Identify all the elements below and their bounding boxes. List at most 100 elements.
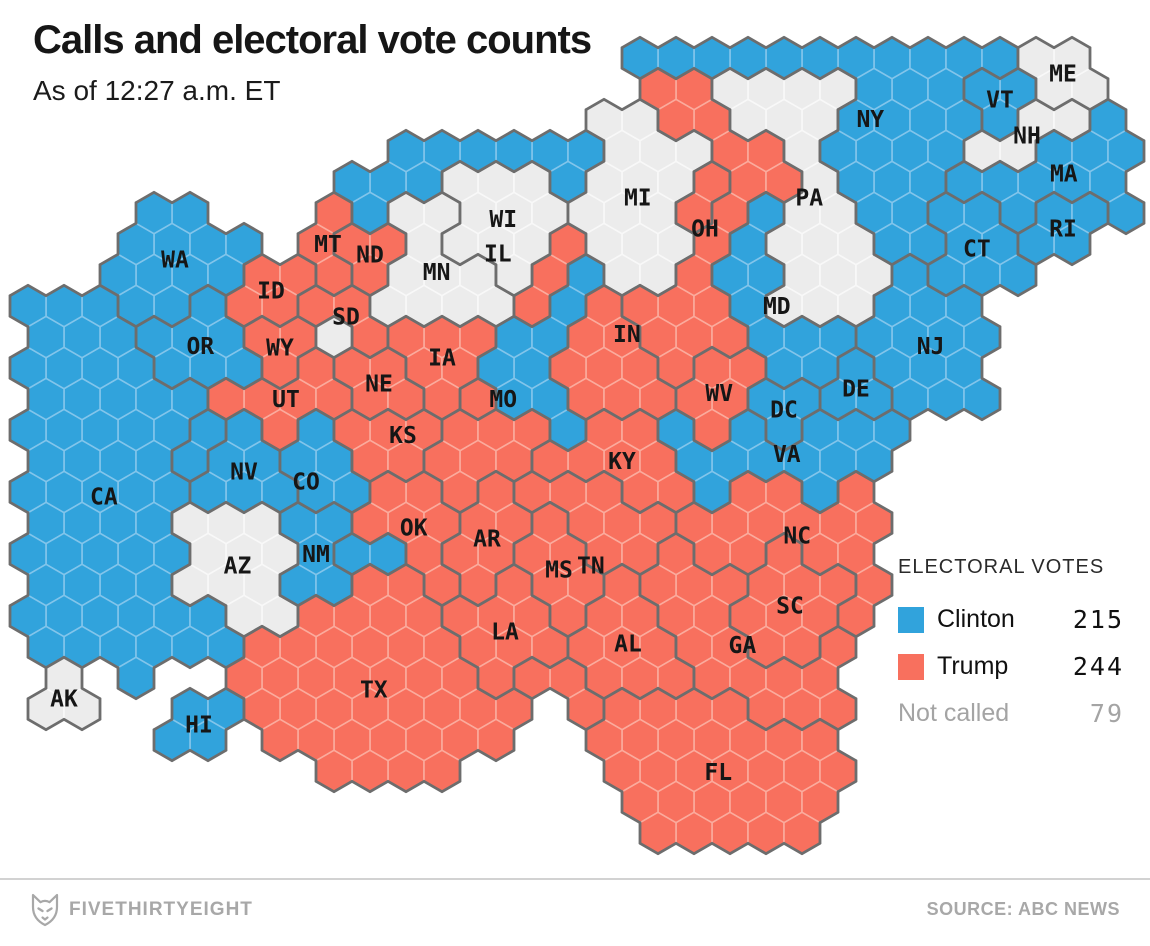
state-label-NY: NY	[856, 107, 884, 133]
state-label-MN: MN	[423, 260, 451, 286]
state-VA[interactable]	[656, 407, 912, 515]
trump-votes: 244	[1072, 652, 1124, 681]
state-IN[interactable]	[548, 159, 732, 422]
state-label-ND: ND	[356, 242, 384, 268]
state-NC[interactable]	[674, 469, 894, 639]
fivethirtyeight-brand[interactable]: FIVETHIRTYEIGHT	[30, 892, 253, 928]
state-label-ME: ME	[1049, 62, 1077, 88]
state-label-WV: WV	[705, 381, 733, 407]
state-label-IN: IN	[613, 322, 641, 348]
state-MS[interactable]	[512, 500, 606, 639]
legend-item-not-called: Not called 79	[898, 697, 1124, 730]
state-label-MD: MD	[763, 294, 791, 320]
state-border	[746, 376, 822, 453]
legend-item-clinton: Clinton 215	[898, 603, 1124, 636]
state-label-CA: CA	[90, 485, 118, 511]
state-label-OH: OH	[691, 217, 719, 243]
state-label-WA: WA	[161, 248, 189, 274]
state-label-KY: KY	[608, 449, 636, 475]
state-border	[584, 686, 858, 856]
source-credit: SOURCE: ABC NEWS	[926, 899, 1120, 919]
state-label-MS: MS	[545, 558, 573, 584]
state-label-LA: LA	[491, 620, 519, 646]
state-HI[interactable]	[152, 686, 246, 763]
state-label-ID: ID	[257, 279, 285, 305]
state-MI[interactable]	[566, 97, 714, 298]
state-border	[1016, 35, 1110, 112]
legend-item-trump: Trump 244	[898, 650, 1124, 683]
clinton-swatch	[898, 606, 924, 633]
state-label-SD: SD	[332, 304, 360, 330]
state-label-IL: IL	[484, 241, 512, 267]
state-ID[interactable]	[224, 252, 318, 329]
page-title: Calls and electoral vote counts	[33, 18, 592, 62]
state-label-KS: KS	[389, 423, 417, 449]
state-label-OR: OR	[186, 334, 214, 360]
state-NY[interactable]	[620, 35, 1020, 267]
state-label-AZ: AZ	[224, 553, 252, 579]
state-MD[interactable]	[710, 190, 858, 391]
state-label-VT: VT	[986, 87, 1014, 113]
state-CA[interactable]	[8, 283, 246, 701]
state-border	[1016, 190, 1110, 267]
state-NH[interactable]	[962, 97, 1092, 174]
state-label-CT: CT	[963, 236, 991, 262]
state-WV[interactable]	[674, 345, 768, 453]
state-label-CO: CO	[292, 470, 320, 496]
legend: ELECTORAL VOTES Clinton 215 Trump 244 No…	[898, 556, 1124, 744]
state-label-TX: TX	[360, 677, 388, 703]
state-FL[interactable]	[584, 686, 858, 856]
state-TN[interactable]	[512, 469, 678, 732]
state-label-NM: NM	[302, 542, 330, 568]
state-label-TN: TN	[577, 553, 605, 579]
state-label-MT: MT	[314, 232, 342, 258]
state-MO[interactable]	[422, 221, 588, 515]
state-CO[interactable]	[170, 407, 408, 577]
state-label-SC: SC	[776, 594, 804, 620]
state-NJ[interactable]	[854, 252, 1002, 422]
state-AK[interactable]	[26, 655, 102, 732]
state-ME[interactable]	[1016, 35, 1110, 112]
state-label-NV: NV	[230, 459, 258, 485]
state-label-FL: FL	[704, 760, 732, 786]
state-SC[interactable]	[728, 531, 858, 670]
state-IL[interactable]	[332, 128, 606, 453]
state-label-NJ: NJ	[917, 334, 945, 360]
state-RI[interactable]	[1016, 190, 1110, 267]
not-called-label: Not called	[898, 699, 1010, 727]
state-label-GA: GA	[729, 633, 757, 659]
legend-heading: ELECTORAL VOTES	[898, 556, 1105, 578]
state-label-WI: WI	[489, 207, 517, 233]
clinton-label: Clinton	[937, 605, 1015, 633]
state-LA[interactable]	[440, 562, 570, 701]
state-label-IA: IA	[428, 346, 456, 372]
state-label-PA: PA	[795, 186, 823, 212]
state-TX[interactable]	[224, 562, 534, 794]
state-CT[interactable]	[926, 190, 1038, 298]
clinton-votes: 215	[1072, 605, 1124, 634]
footer-divider	[0, 878, 1150, 880]
fox-logo-icon	[31, 893, 59, 927]
state-label-WY: WY	[266, 335, 294, 361]
state-OH[interactable]	[620, 66, 804, 391]
page-subtitle: As of 12:27 a.m. ET	[33, 75, 281, 106]
state-DC[interactable]	[746, 376, 822, 453]
state-label-MI: MI	[624, 186, 652, 212]
state-label-AL: AL	[614, 632, 642, 658]
state-label-RI: RI	[1049, 217, 1077, 243]
state-label-DE: DE	[842, 377, 870, 403]
state-DE[interactable]	[818, 345, 894, 422]
state-GA[interactable]	[638, 531, 858, 732]
state-label-AK: AK	[50, 687, 78, 713]
state-UT[interactable]	[206, 345, 354, 453]
state-label-OK: OK	[400, 515, 428, 541]
state-IA[interactable]	[386, 314, 498, 422]
state-label-AR: AR	[473, 527, 501, 553]
trump-swatch	[898, 653, 924, 680]
state-label-VA: VA	[773, 442, 801, 468]
state-label-MA: MA	[1050, 162, 1078, 188]
state-label-HI: HI	[185, 713, 213, 739]
state-label-UT: UT	[272, 387, 300, 413]
